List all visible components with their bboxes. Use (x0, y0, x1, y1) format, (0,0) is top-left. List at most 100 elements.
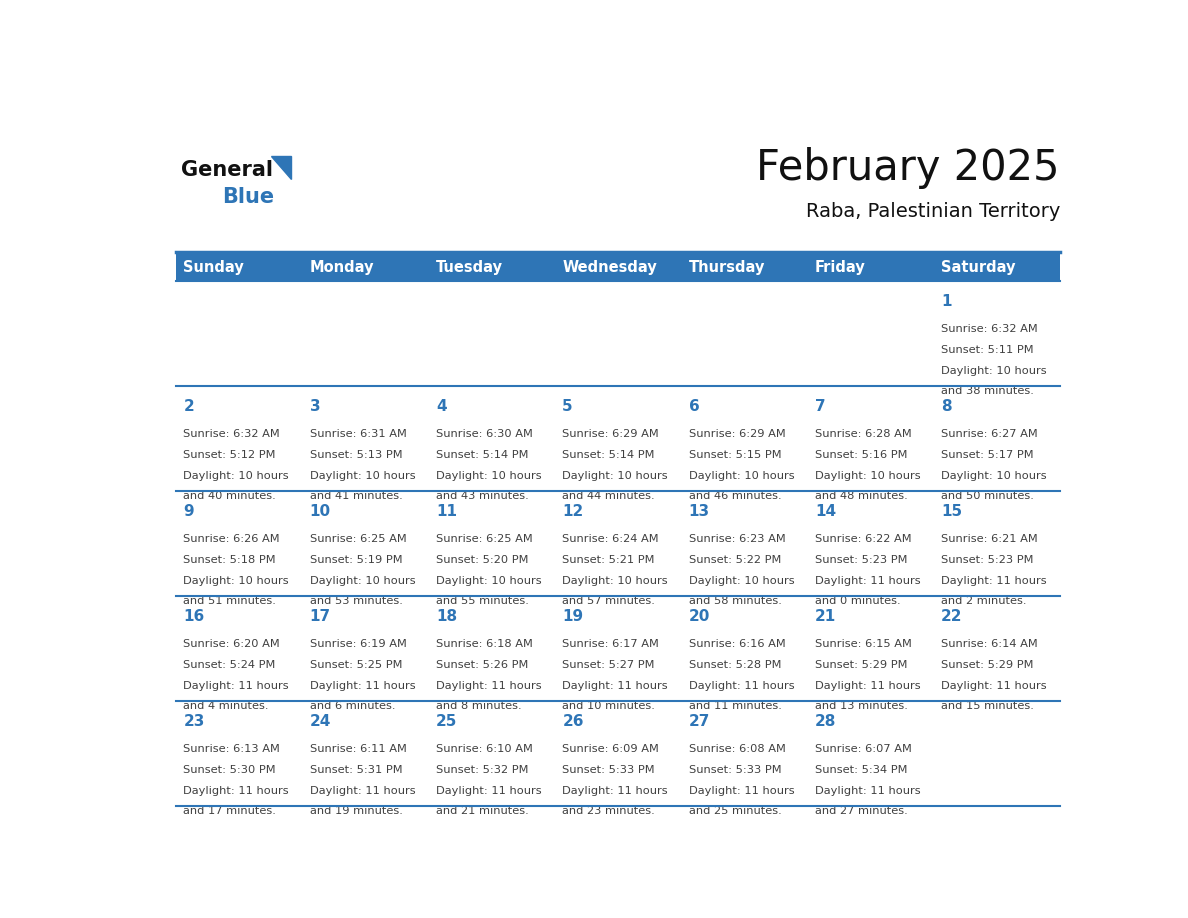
Text: Sunrise: 6:09 AM: Sunrise: 6:09 AM (562, 744, 659, 754)
Text: Friday: Friday (815, 260, 866, 274)
Text: Sunrise: 6:15 AM: Sunrise: 6:15 AM (815, 639, 911, 649)
Text: 1: 1 (941, 294, 952, 309)
Text: Sunrise: 6:32 AM: Sunrise: 6:32 AM (941, 324, 1038, 333)
Text: Sunset: 5:31 PM: Sunset: 5:31 PM (310, 765, 403, 775)
Polygon shape (271, 156, 291, 179)
Text: 28: 28 (815, 714, 836, 729)
Text: February 2025: February 2025 (757, 147, 1060, 189)
Text: and 51 minutes.: and 51 minutes. (183, 596, 277, 606)
Text: and 46 minutes.: and 46 minutes. (689, 491, 782, 501)
Text: Daylight: 11 hours: Daylight: 11 hours (815, 681, 921, 691)
Text: Daylight: 11 hours: Daylight: 11 hours (941, 577, 1047, 586)
Text: Sunset: 5:28 PM: Sunset: 5:28 PM (689, 660, 781, 670)
Text: and 58 minutes.: and 58 minutes. (689, 596, 782, 606)
Text: Sunrise: 6:18 AM: Sunrise: 6:18 AM (436, 639, 533, 649)
Text: 3: 3 (310, 399, 321, 414)
Text: and 38 minutes.: and 38 minutes. (941, 386, 1034, 396)
Text: and 53 minutes.: and 53 minutes. (310, 596, 403, 606)
Text: and 15 minutes.: and 15 minutes. (941, 701, 1034, 711)
Text: Sunset: 5:32 PM: Sunset: 5:32 PM (436, 765, 529, 775)
Text: Daylight: 11 hours: Daylight: 11 hours (183, 681, 289, 691)
Text: Daylight: 11 hours: Daylight: 11 hours (562, 786, 668, 796)
Text: Daylight: 10 hours: Daylight: 10 hours (183, 471, 289, 481)
Text: 19: 19 (562, 609, 583, 624)
Text: Thursday: Thursday (689, 260, 765, 274)
Text: 9: 9 (183, 504, 194, 519)
Text: and 2 minutes.: and 2 minutes. (941, 596, 1026, 606)
Text: 23: 23 (183, 714, 204, 729)
Text: Sunset: 5:29 PM: Sunset: 5:29 PM (815, 660, 908, 670)
FancyBboxPatch shape (176, 253, 1060, 281)
Text: 15: 15 (941, 504, 962, 519)
Text: Sunrise: 6:23 AM: Sunrise: 6:23 AM (689, 533, 785, 543)
Text: 20: 20 (689, 609, 710, 624)
Text: Sunset: 5:18 PM: Sunset: 5:18 PM (183, 554, 276, 565)
Text: Sunrise: 6:16 AM: Sunrise: 6:16 AM (689, 639, 785, 649)
Text: and 57 minutes.: and 57 minutes. (562, 596, 655, 606)
Text: Sunrise: 6:31 AM: Sunrise: 6:31 AM (310, 429, 406, 439)
Text: Sunset: 5:16 PM: Sunset: 5:16 PM (815, 450, 908, 460)
Text: 14: 14 (815, 504, 836, 519)
Text: and 27 minutes.: and 27 minutes. (815, 806, 908, 816)
Text: Blue: Blue (222, 187, 274, 207)
Text: Sunday: Sunday (183, 260, 245, 274)
Text: Sunrise: 6:13 AM: Sunrise: 6:13 AM (183, 744, 280, 754)
Text: Sunset: 5:17 PM: Sunset: 5:17 PM (941, 450, 1034, 460)
Text: and 19 minutes.: and 19 minutes. (310, 806, 403, 816)
Text: Sunrise: 6:11 AM: Sunrise: 6:11 AM (310, 744, 406, 754)
Text: Sunset: 5:22 PM: Sunset: 5:22 PM (689, 554, 781, 565)
Text: Sunset: 5:30 PM: Sunset: 5:30 PM (183, 765, 276, 775)
Text: 21: 21 (815, 609, 836, 624)
Text: and 4 minutes.: and 4 minutes. (183, 701, 268, 711)
Text: 12: 12 (562, 504, 583, 519)
Text: Daylight: 10 hours: Daylight: 10 hours (562, 471, 668, 481)
Text: Daylight: 10 hours: Daylight: 10 hours (436, 471, 542, 481)
FancyBboxPatch shape (176, 491, 1060, 597)
Text: Sunset: 5:19 PM: Sunset: 5:19 PM (310, 554, 403, 565)
Text: Raba, Palestinian Territory: Raba, Palestinian Territory (805, 203, 1060, 221)
Text: 10: 10 (310, 504, 331, 519)
Text: 26: 26 (562, 714, 583, 729)
Text: Wednesday: Wednesday (562, 260, 657, 274)
Text: and 23 minutes.: and 23 minutes. (562, 806, 655, 816)
Text: Sunset: 5:33 PM: Sunset: 5:33 PM (562, 765, 655, 775)
Text: Daylight: 10 hours: Daylight: 10 hours (436, 577, 542, 586)
Text: Sunrise: 6:32 AM: Sunrise: 6:32 AM (183, 429, 280, 439)
Text: 18: 18 (436, 609, 457, 624)
Text: Daylight: 10 hours: Daylight: 10 hours (941, 366, 1047, 376)
Text: Daylight: 10 hours: Daylight: 10 hours (689, 577, 795, 586)
Text: Tuesday: Tuesday (436, 260, 503, 274)
Text: Sunrise: 6:27 AM: Sunrise: 6:27 AM (941, 429, 1038, 439)
Text: Sunset: 5:14 PM: Sunset: 5:14 PM (436, 450, 529, 460)
Text: Daylight: 11 hours: Daylight: 11 hours (183, 786, 289, 796)
FancyBboxPatch shape (176, 386, 1060, 491)
Text: Daylight: 11 hours: Daylight: 11 hours (689, 681, 795, 691)
Text: Sunrise: 6:26 AM: Sunrise: 6:26 AM (183, 533, 280, 543)
Text: Sunrise: 6:24 AM: Sunrise: 6:24 AM (562, 533, 659, 543)
Text: Daylight: 11 hours: Daylight: 11 hours (562, 681, 668, 691)
Text: 8: 8 (941, 399, 952, 414)
Text: and 17 minutes.: and 17 minutes. (183, 806, 277, 816)
Text: 16: 16 (183, 609, 204, 624)
Text: Sunrise: 6:10 AM: Sunrise: 6:10 AM (436, 744, 533, 754)
Text: Daylight: 11 hours: Daylight: 11 hours (310, 786, 416, 796)
Text: Sunset: 5:12 PM: Sunset: 5:12 PM (183, 450, 276, 460)
Text: Sunset: 5:13 PM: Sunset: 5:13 PM (310, 450, 403, 460)
Text: 17: 17 (310, 609, 331, 624)
Text: Sunrise: 6:25 AM: Sunrise: 6:25 AM (310, 533, 406, 543)
Text: 2: 2 (183, 399, 194, 414)
Text: and 41 minutes.: and 41 minutes. (310, 491, 403, 501)
Text: Sunset: 5:26 PM: Sunset: 5:26 PM (436, 660, 529, 670)
Text: and 6 minutes.: and 6 minutes. (310, 701, 396, 711)
Text: and 25 minutes.: and 25 minutes. (689, 806, 782, 816)
Text: Daylight: 11 hours: Daylight: 11 hours (815, 577, 921, 586)
Text: and 40 minutes.: and 40 minutes. (183, 491, 277, 501)
Text: and 44 minutes.: and 44 minutes. (562, 491, 655, 501)
Text: Sunset: 5:23 PM: Sunset: 5:23 PM (941, 554, 1034, 565)
Text: Sunrise: 6:07 AM: Sunrise: 6:07 AM (815, 744, 911, 754)
Text: Sunrise: 6:20 AM: Sunrise: 6:20 AM (183, 639, 280, 649)
Text: and 55 minutes.: and 55 minutes. (436, 596, 529, 606)
Text: Sunrise: 6:25 AM: Sunrise: 6:25 AM (436, 533, 532, 543)
Text: 7: 7 (815, 399, 826, 414)
Text: 6: 6 (689, 399, 700, 414)
